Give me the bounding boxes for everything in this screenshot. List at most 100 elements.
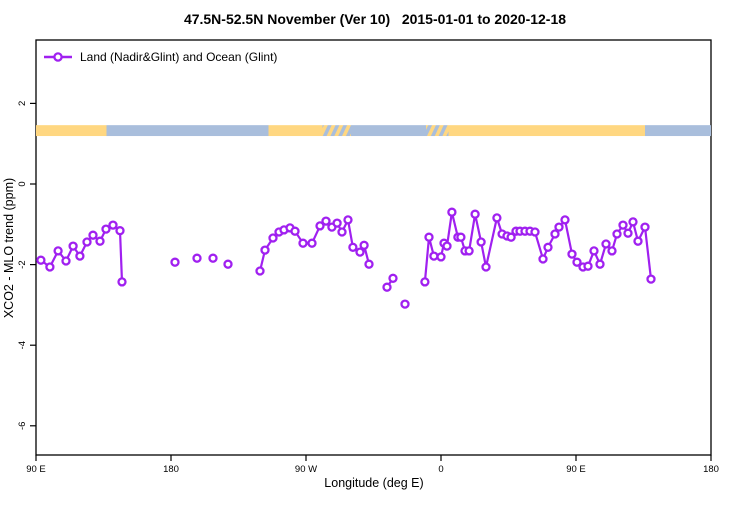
data-point [560, 215, 570, 225]
ocean-segment [351, 125, 426, 137]
data-point [108, 220, 118, 230]
data-point [595, 259, 605, 269]
data-point [61, 256, 71, 266]
data-point [442, 241, 452, 251]
data-point [623, 228, 633, 238]
data-point [307, 238, 317, 248]
x-tick-label: 90 E [26, 464, 46, 475]
land-segment [36, 125, 107, 137]
data-point [456, 232, 466, 242]
y-axis-label: XCO2 - MLO trend (ppm) [2, 178, 16, 318]
data-point [470, 209, 480, 219]
data-point [348, 242, 358, 252]
data-point [476, 237, 486, 247]
data-point [550, 229, 560, 239]
data-point [481, 262, 491, 272]
plot-frame [35, 39, 712, 456]
axis-ticks: 90 E 180 90 W 0 90 E 180 2 0 -2 -4 -6 [17, 101, 719, 475]
y-tick-label: -2 [17, 260, 28, 268]
x-axis-label: Longitude (deg E) [324, 476, 423, 490]
data-point [506, 232, 516, 242]
data-point [429, 251, 439, 261]
y-tick-label: -6 [17, 422, 28, 430]
legend-marker-icon [53, 52, 63, 62]
data-point [343, 215, 353, 225]
data-point [464, 246, 474, 256]
land-segment [448, 125, 645, 137]
data-point [68, 241, 78, 251]
data-point [101, 224, 111, 234]
series-line [423, 211, 653, 283]
data-point [321, 216, 331, 226]
data-point [115, 226, 125, 236]
data-point [583, 261, 593, 271]
x-tick-label: 90 E [566, 464, 586, 475]
legend-label: Land (Nadir&Glint) and Ocean (Glint) [80, 50, 277, 64]
data-point [355, 247, 365, 257]
x-tick-label: 180 [703, 464, 719, 475]
mixed-segment [426, 125, 449, 137]
data-point [382, 282, 392, 292]
data-point [315, 221, 325, 231]
x-tick-label: 90 W [295, 464, 317, 475]
data-point [364, 259, 374, 269]
data-point [268, 233, 278, 243]
ocean-segment [645, 125, 711, 137]
data-point [255, 266, 265, 276]
data-point [223, 259, 233, 269]
data-point [436, 252, 446, 262]
data-point [618, 220, 628, 230]
legend: Land (Nadir&Glint) and Ocean (Glint) [44, 50, 277, 64]
data-point [572, 257, 582, 267]
data-point [400, 299, 410, 309]
data-point [117, 277, 127, 287]
data-point [530, 227, 540, 237]
data-point [424, 232, 434, 242]
x-tick-label: 180 [163, 464, 179, 475]
data-point [337, 227, 347, 237]
data-point [53, 246, 63, 256]
data-point [543, 242, 553, 252]
data-point [332, 218, 342, 228]
data-point [170, 257, 180, 267]
data-point [208, 253, 218, 263]
data-point [640, 222, 650, 232]
data-point [589, 246, 599, 256]
data-point [88, 230, 98, 240]
data-point [298, 238, 308, 248]
data-point [95, 236, 105, 246]
data-point [567, 249, 577, 259]
data-point [554, 222, 564, 232]
data-point [36, 255, 46, 265]
data-point [612, 229, 622, 239]
chart-title: 47.5N-52.5N November (Ver 10) 2015-01-01… [184, 11, 566, 27]
data-point [75, 251, 85, 261]
data-point [601, 239, 611, 249]
data-point [633, 236, 643, 246]
data-point [492, 213, 502, 223]
y-tick-label: 2 [17, 101, 28, 106]
x-tick-label: 0 [438, 464, 443, 475]
data-point [628, 217, 638, 227]
y-tick-label: 0 [17, 181, 28, 186]
data-point [447, 207, 457, 217]
data-point [82, 237, 92, 247]
data-point [45, 262, 55, 272]
data-point [359, 240, 369, 250]
land-ocean-strip [36, 125, 711, 137]
data-point [260, 245, 270, 255]
data-series [36, 207, 656, 309]
land-segment [268, 125, 323, 137]
data-point [646, 274, 656, 284]
data-point [538, 254, 548, 264]
data-point [607, 246, 617, 256]
y-tick-label: -4 [17, 341, 28, 349]
ocean-segment [106, 125, 269, 137]
data-point [420, 277, 430, 287]
data-point [388, 273, 398, 283]
data-point [192, 253, 202, 263]
mixed-segment [322, 125, 351, 137]
data-point [290, 226, 300, 236]
